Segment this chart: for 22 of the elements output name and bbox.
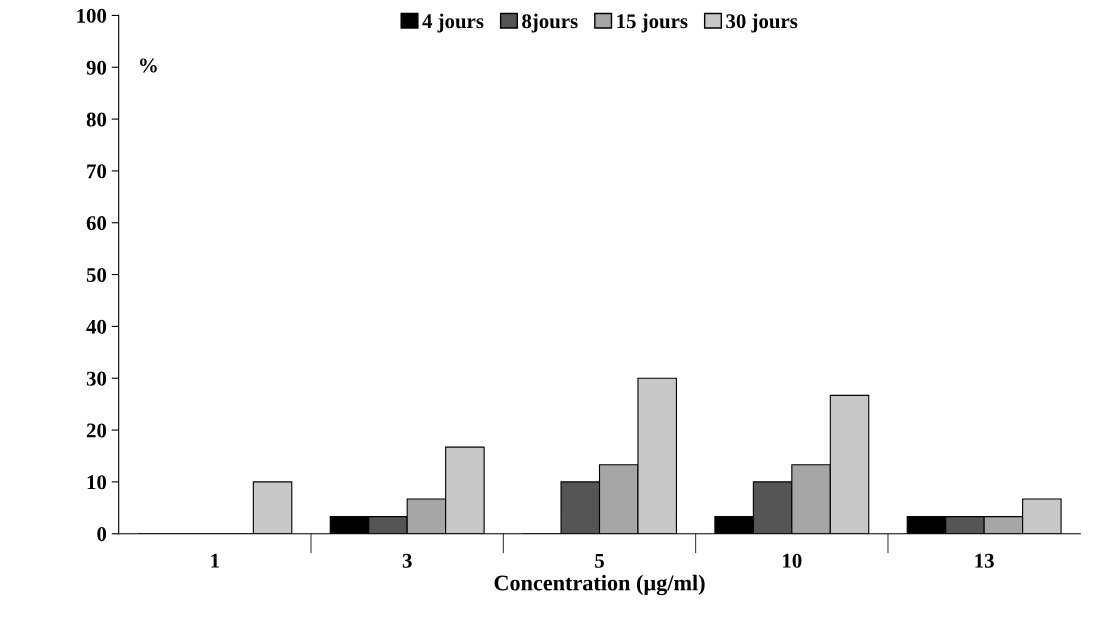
y-tick-label: 90: [86, 60, 107, 75]
y-tick-label: 0: [97, 527, 107, 542]
y-tick-label: 70: [87, 164, 107, 179]
legend-label: 4 jours: [422, 13, 484, 33]
x-tick-label: 1: [211, 553, 219, 568]
x-tick-label: 10: [783, 553, 802, 568]
legend-label: 8jours: [522, 13, 578, 33]
y-tick-label: 40: [86, 319, 107, 334]
x-axis-title: Concentration (µg/ml): [494, 574, 705, 596]
y-tick-label: 60: [86, 216, 107, 231]
y-tick-label: 20: [86, 423, 107, 438]
y-tick-label: 100: [77, 8, 107, 23]
x-tick-label: 13: [975, 553, 994, 568]
y-tick-label: 30: [86, 371, 107, 386]
legend-label: 30 jours: [726, 13, 798, 33]
y-tick-label: 10: [87, 475, 107, 490]
y-axis-title: %: [140, 58, 157, 73]
x-tick-label: 5: [595, 553, 604, 568]
y-tick-label: 80: [86, 112, 107, 127]
legend-label: 15 jours: [617, 13, 688, 33]
x-tick-label: 3: [402, 553, 412, 568]
y-tick-label: 50: [86, 267, 107, 282]
